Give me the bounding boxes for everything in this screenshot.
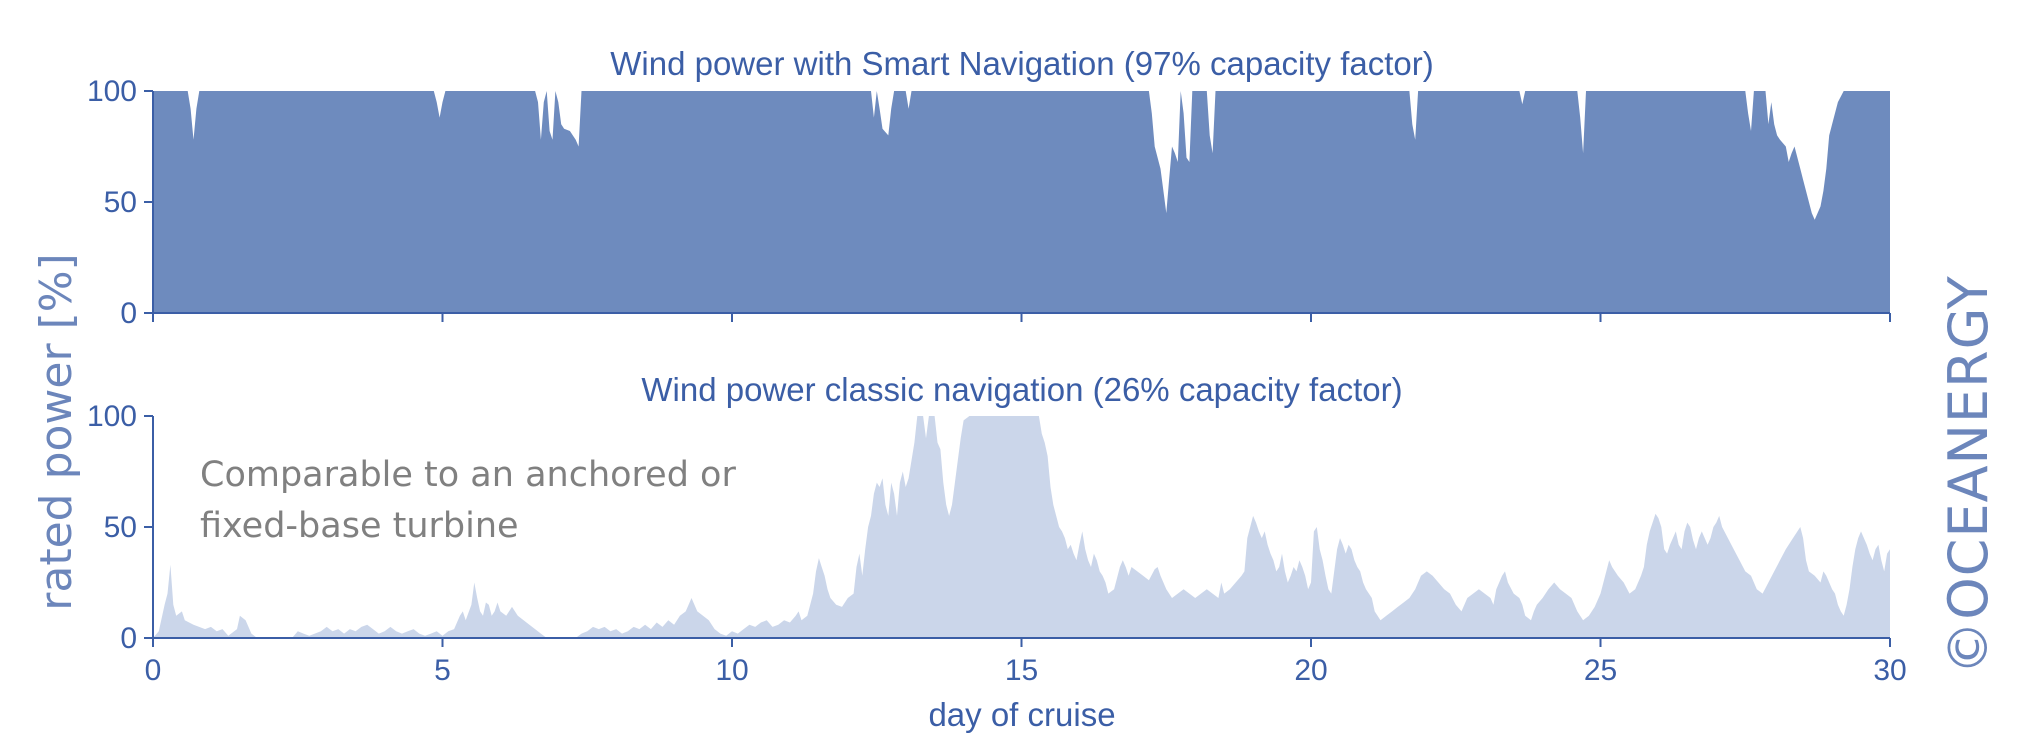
watermark: ©OCEANERGY [1937,275,2000,674]
x-axis-label: day of cruise [928,696,1115,733]
bottom-panel-title: Wind power classic navigation (26% capac… [641,371,1402,408]
top-panel-area [153,91,1890,313]
x-tick-label: 15 [1005,654,1038,687]
top-panel-title: Wind power with Smart Navigation (97% ca… [610,45,1434,82]
bottom-panel-area [153,416,1890,638]
y-axis-label: rated power [%] [31,253,82,610]
bottom-panel-axes: 0 50 100 0 5 10 15 20 25 30 [87,400,1907,687]
top-y-tick-label: 50 [104,186,137,219]
annotation-line-2: fixed-base turbine [200,506,519,546]
bottom-panel: Wind power classic navigation (26% capac… [87,371,1907,733]
top-y-tick-label: 100 [87,75,137,108]
x-tick-label: 5 [434,654,451,687]
x-tick-label: 10 [715,654,748,687]
bottom-y-tick-label: 50 [104,511,137,544]
top-panel: Wind power with Smart Navigation (97% ca… [87,45,1891,330]
x-tick-label: 25 [1584,654,1617,687]
top-y-tick-label: 0 [120,297,137,330]
x-tick-label: 0 [145,654,162,687]
annotation-line-1: Comparable to an anchored or [200,455,736,495]
bottom-y-tick-label: 0 [120,622,137,655]
x-tick-label: 20 [1294,654,1327,687]
top-panel-axes: 0 50 100 [87,75,1891,330]
x-tick-label: 30 [1873,654,1906,687]
bottom-y-tick-label: 100 [87,400,137,433]
